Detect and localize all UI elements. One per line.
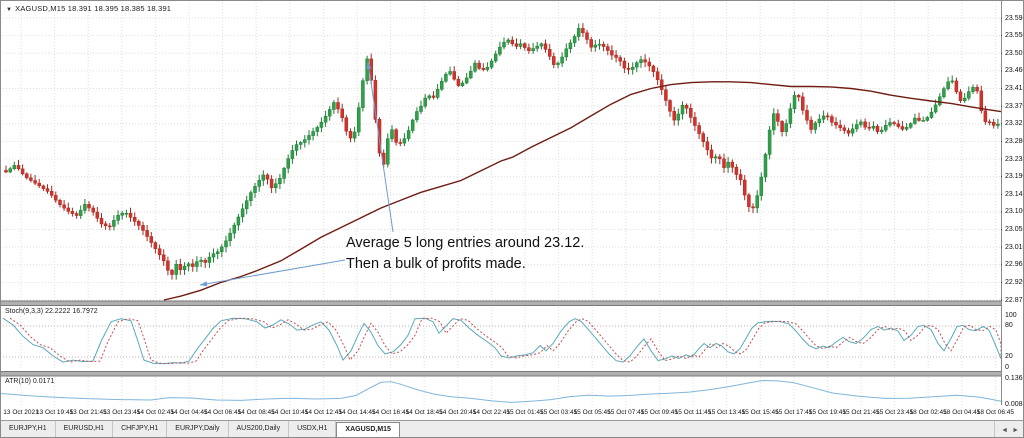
symbol-info[interactable]: ▼ XAGUSD,M15 18.391 18.395 18.385 18.391 (6, 4, 171, 13)
time-axis-label: 14 Oct 04:45 (170, 409, 208, 416)
price-axis-label: 23.145 (1005, 190, 1023, 198)
time-axis-label: 14 Oct 08:45 (237, 409, 275, 416)
price-axis-label: 23.415 (1005, 85, 1023, 92)
stoch-axis-label: 80 (1005, 322, 1013, 330)
price-axis-label: 22.920 (1005, 278, 1023, 286)
price-axis-label: 23.370 (1005, 102, 1023, 110)
time-axis-label: 14 Oct 18:45 (405, 409, 443, 416)
time-axis[interactable]: 13 Oct 2021 13 Oct 19:45 13 Oct 21:45 13 Oc… (1, 405, 1014, 420)
symbol-quote-text: XAGUSD,M15 18.391 18.395 18.385 18.391 (15, 4, 172, 13)
time-axis-label: 15 Oct 09:45 (640, 409, 679, 416)
time-axis-label: 15 Oct 21:45 (842, 409, 880, 416)
time-axis-label: 18 Oct 04:45 (943, 409, 981, 416)
price-axis-label: 23.325 (1005, 120, 1023, 128)
time-axis-label: 15 Oct 23:45 (875, 409, 914, 416)
chart-tab-xagusd-m15[interactable]: XAGUSD,M15 (336, 422, 400, 437)
time-axis-label: 14 Oct 14:45 (338, 409, 376, 416)
time-axis-label: 15 Oct 03:45 (539, 409, 578, 416)
time-axis-label: 14 Oct 16:45 (371, 409, 410, 416)
chart-tab-eurjpy-daily[interactable]: EURJPY,Daily (167, 421, 229, 437)
price-axis-label: 23.010 (1005, 243, 1023, 251)
time-axis-label: 15 Oct 01:45 (506, 409, 544, 416)
stoch-axis-label: 20 (1005, 353, 1013, 361)
price-axis-label: 23.235 (1005, 155, 1023, 163)
time-axis-label: 14 Oct 10:45 (271, 409, 309, 416)
stoch-indicator-label: Stoch(9,3,3) 22.2222 16.7972 (5, 308, 98, 315)
time-axis-label: 15 Oct 19:45 (808, 409, 847, 416)
time-axis-label: 18 Oct 06:45 (976, 409, 1015, 416)
price-axis-label: 22.965 (1005, 261, 1023, 269)
tab-scroll-left-button[interactable]: ◄ (1001, 426, 1009, 434)
price-axis-label: 23.505 (1005, 49, 1023, 57)
time-axis-label: 15 Oct 05:45 (573, 409, 611, 416)
time-axis-label: 13 Oct 2021 (3, 409, 39, 416)
chart-annotation: Average 5 long entries around 23.12. The… (346, 233, 584, 275)
time-axis-label: 15 Oct 13:45 (707, 409, 746, 416)
atr-axis-label: 0.0083 (1005, 400, 1023, 408)
atr-axis-label: 0.1362 (1005, 374, 1023, 382)
chart-tab-usdx-h1[interactable]: USDX,H1 (289, 421, 337, 437)
chart-tab-eurjpy-h1[interactable]: EURJPY,H1 (1, 421, 56, 437)
chart-tab-chfjpy-h1[interactable]: CHFJPY,H1 (113, 421, 168, 437)
price-axis-label: 23.460 (1005, 67, 1023, 75)
price-axis-label: 23.280 (1005, 137, 1023, 145)
time-axis-label: 15 Oct 15:45 (741, 409, 779, 416)
tab-scroll-controls: ◄ ► (994, 421, 1023, 437)
time-axis-label: 14 Oct 12:45 (304, 409, 343, 416)
chart-tab-aus200-daily[interactable]: AUS200,Daily (229, 421, 290, 437)
atr-indicator-label: ATR(10) 0.0171 (5, 378, 55, 385)
annotation-line-2: Then a bulk of profits made. (346, 256, 526, 272)
price-axis-label: 23.100 (1005, 208, 1023, 216)
price-axis-label: 23.595 (1005, 14, 1023, 22)
price-axis-label: 23.055 (1005, 226, 1023, 233)
price-axis-label: 23.190 (1005, 173, 1023, 181)
chart-tab-eurusd-h1[interactable]: EURUSD,H1 (56, 421, 114, 437)
price-axis-label: 22.875 (1005, 296, 1023, 304)
time-axis-label: 18 Oct 02:45 (909, 409, 947, 416)
time-axis-label: 15 Oct 11:45 (674, 409, 712, 416)
price-axis-label: 23.550 (1005, 32, 1023, 40)
time-axis-label: 14 Oct 20:45 (439, 409, 477, 416)
stoch-axis-label: 0 (1005, 363, 1009, 371)
time-axis-label: 13 Oct 19:45 (35, 409, 74, 416)
time-axis-label: 14 Oct 06:45 (203, 409, 242, 416)
time-axis-label: 13 Oct 23:45 (103, 409, 141, 416)
tab-scroll-right-button[interactable]: ► (1012, 426, 1019, 434)
chart-tabs: EURJPY,H1 EURUSD,H1 CHFJPY,H1 EURJPY,Daily A… (1, 421, 400, 437)
time-axis-label: 15 Oct 07:45 (607, 409, 645, 416)
stoch-axis-label: 100 (1005, 312, 1017, 320)
time-axis-label: 14 Oct 22:45 (472, 409, 511, 416)
chevron-down-icon: ▼ (6, 7, 13, 13)
annotation-line-1: Average 5 long entries around 23.12. (346, 235, 585, 251)
price-axis[interactable]: 23.595 23.550 23.505 23.460 23.415 23.370 23.3… (1002, 1, 1023, 419)
time-axis-label: 14 Oct 02:45 (136, 409, 175, 416)
chart-tabbar: EURJPY,H1 EURUSD,H1 CHFJPY,H1 EURJPY,Daily A… (1, 420, 1023, 437)
time-axis-label: 15 Oct 17:45 (775, 409, 813, 416)
time-axis-label: 13 Oct 21:45 (69, 409, 107, 416)
